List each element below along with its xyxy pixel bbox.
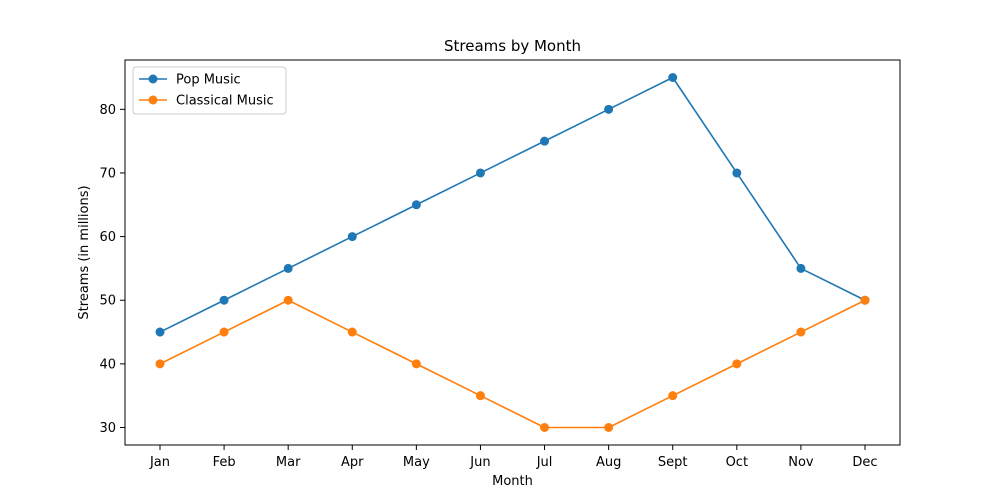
data-point bbox=[540, 423, 550, 432]
x-tick-label: Jun bbox=[469, 455, 490, 470]
legend: Pop Music Classical Music bbox=[132, 66, 287, 115]
x-tick-label: Oct bbox=[726, 455, 748, 470]
data-point bbox=[283, 295, 293, 305]
y-axis-label: Streams (in millions) bbox=[77, 185, 92, 319]
y-tick-label: 50 bbox=[99, 294, 116, 309]
data-point bbox=[155, 359, 165, 369]
data-point bbox=[411, 200, 421, 210]
x-tick-label: Nov bbox=[788, 455, 814, 470]
x-tick-label: May bbox=[403, 455, 430, 470]
data-point bbox=[860, 295, 870, 305]
data-point bbox=[283, 263, 293, 273]
data-point bbox=[796, 327, 806, 337]
x-tick-label: Mar bbox=[276, 455, 301, 470]
y-tick-label: 60 bbox=[99, 230, 116, 245]
series-line bbox=[159, 76, 866, 333]
x-tick-label: Jan bbox=[149, 455, 170, 470]
data-point bbox=[475, 391, 485, 401]
y-tick-label: 80 bbox=[99, 103, 116, 118]
series-line bbox=[159, 299, 866, 429]
x-tick-label: Aug bbox=[596, 455, 621, 470]
data-point bbox=[668, 391, 678, 401]
y-axis-ticks: 30 40 50 60 70 80 bbox=[99, 103, 125, 436]
data-point bbox=[411, 359, 421, 369]
series-2 bbox=[155, 295, 870, 432]
data-point bbox=[347, 232, 357, 242]
x-tick-label: Sept bbox=[658, 455, 688, 470]
legend-marker bbox=[148, 95, 158, 105]
x-tick-label: Jul bbox=[536, 455, 553, 470]
x-tick-label: Feb bbox=[213, 455, 236, 470]
data-point bbox=[796, 263, 806, 273]
legend-label: Pop Music bbox=[176, 73, 241, 88]
legend-entry: Classical Music bbox=[139, 94, 274, 109]
y-tick-label: 30 bbox=[99, 421, 116, 436]
data-point bbox=[732, 168, 742, 178]
y-tick-label: 70 bbox=[99, 166, 116, 181]
data-point bbox=[155, 327, 165, 337]
x-tick-label: Dec bbox=[852, 455, 877, 470]
x-axis-ticks: Jan Feb Mar Apr May Jun Jul Aug Sept Oct Nov Dec bbox=[149, 445, 878, 470]
data-point bbox=[219, 295, 229, 305]
x-tick-label: Apr bbox=[341, 455, 364, 470]
data-point bbox=[604, 104, 614, 114]
data-point bbox=[219, 327, 229, 337]
series-1 bbox=[155, 73, 870, 337]
data-point bbox=[347, 327, 357, 337]
y-tick-label: 40 bbox=[99, 357, 116, 372]
data-point bbox=[540, 136, 550, 146]
plot-area bbox=[125, 60, 900, 445]
legend-box bbox=[132, 66, 287, 115]
legend-marker bbox=[148, 74, 158, 84]
x-axis-label: Month bbox=[492, 474, 533, 489]
legend-entry: Pop Music bbox=[139, 73, 241, 88]
data-point bbox=[475, 168, 485, 178]
data-point bbox=[604, 423, 614, 432]
plot-frame bbox=[124, 59, 901, 446]
chart-title: Streams by Month bbox=[444, 37, 581, 55]
legend-label: Classical Music bbox=[176, 94, 274, 109]
data-point bbox=[732, 359, 742, 369]
series-layer bbox=[155, 73, 870, 432]
data-point bbox=[668, 73, 678, 82]
